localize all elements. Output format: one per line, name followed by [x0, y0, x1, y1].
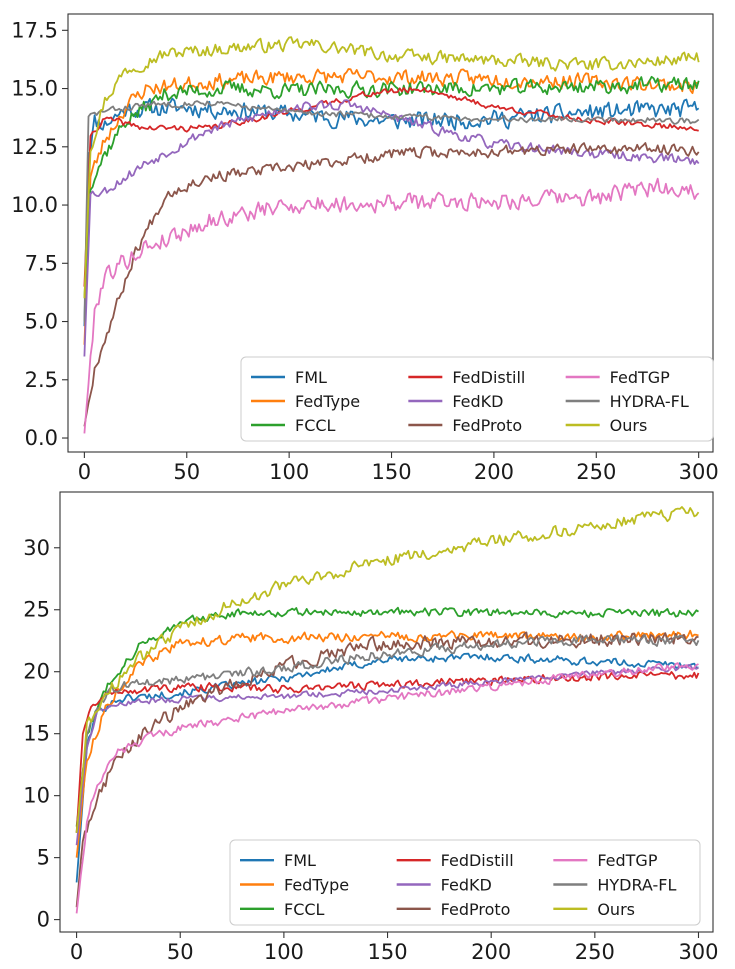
series-line-fedproto — [75, 631, 699, 908]
legend-item: FedDistill — [396, 851, 514, 870]
y-tick-label: 5.0 — [25, 310, 58, 334]
series-line-feddistill — [83, 87, 699, 287]
legend-label: FedKD — [441, 876, 492, 895]
legend-label: FedDistill — [452, 368, 525, 387]
legend-item: HYDRA-FL — [553, 876, 676, 895]
legend-label: FedProto — [441, 900, 511, 919]
y-tick-label: 7.5 — [25, 251, 58, 275]
legend-item: FedType — [240, 876, 349, 895]
x-tick-label: 250 — [575, 940, 615, 964]
y-tick-label: 10.0 — [11, 193, 58, 217]
y-tick-label: 17.5 — [11, 18, 58, 42]
legend-label: FedKD — [452, 392, 503, 411]
legend-item: Ours — [553, 900, 635, 919]
series-line-fedkd — [75, 664, 699, 846]
chart-1: 0 50 100 150 200 250 300 0.0 2.5 5.0 7.5 10.0 12.5 15… — [11, 13, 719, 484]
legend-label: FedType — [284, 876, 349, 895]
legend-item: FCCL — [240, 900, 325, 919]
series-line-ours — [83, 36, 700, 299]
legend-label: HYDRA-FL — [597, 876, 676, 895]
series-line-fedtgp — [83, 177, 700, 434]
legend: FML FedType FCCL FedDistill FedKD FedProto Fed… — [240, 356, 714, 442]
x-tick-label: 100 — [269, 460, 309, 484]
legend-label: FedDistill — [441, 851, 514, 870]
y-tick-label: 30 — [23, 536, 50, 560]
series-line-fml — [83, 97, 700, 327]
x-tick-label: 200 — [471, 940, 511, 964]
legend-label: FedTGP — [610, 368, 671, 387]
series-line-fedproto — [83, 142, 700, 427]
x-tick-label: 150 — [367, 940, 407, 964]
series-line-fedkd — [83, 99, 700, 357]
legend-label: FedProto — [452, 416, 522, 435]
y-tick-label: 20 — [23, 660, 50, 684]
legend-item: FedProto — [396, 900, 511, 919]
series-line-fccl — [83, 75, 700, 299]
series-group — [75, 506, 700, 914]
series-line-hydra-fl — [83, 100, 700, 322]
y-tick-label: 15 — [23, 722, 50, 746]
plot-frame — [59, 491, 714, 933]
x-tick-label: 200 — [474, 460, 514, 484]
series-line-fedtgp — [75, 662, 699, 914]
y-tick-label: 0.0 — [25, 426, 58, 450]
y-tick-label: 5 — [37, 846, 50, 870]
legend-label: FedType — [295, 392, 360, 411]
legend-item: FedTGP — [565, 368, 671, 387]
series-line-fml — [75, 652, 699, 883]
x-tick-label: 100 — [264, 940, 304, 964]
series-line-hydra-fl — [75, 634, 700, 833]
x-tick-label: 50 — [167, 940, 194, 964]
y-tick-label: 25 — [23, 598, 50, 622]
chart-2: 0 50 100 150 200 250 300 0 5 10 15 20 25 30 FML FedType… — [23, 491, 719, 964]
legend-item: HYDRA-FL — [565, 392, 689, 411]
legend-item: FedDistill — [408, 368, 525, 387]
legend-label: FedTGP — [597, 851, 658, 870]
y-tick-label: 10 — [23, 784, 50, 808]
legend-item: FedProto — [408, 416, 522, 435]
x-tick-label: 250 — [576, 460, 616, 484]
legend-label: FML — [284, 851, 316, 870]
series-line-fedtype — [75, 629, 699, 858]
legend-item: FML — [251, 368, 327, 387]
legend-label: HYDRA-FL — [610, 392, 689, 411]
legend-label: Ours — [597, 900, 635, 919]
legend-item: FedKD — [396, 876, 492, 895]
x-tick-label: 300 — [678, 940, 718, 964]
legend: FML FedType FCCL FedDistill FedKD FedProto Fed… — [229, 839, 701, 926]
x-tick-label: 0 — [78, 460, 91, 484]
legend-item: FedTGP — [553, 851, 658, 870]
y-tick-label: 12.5 — [11, 135, 58, 159]
legend-item: FML — [240, 851, 316, 870]
plot-frame — [67, 13, 714, 453]
series-group — [83, 36, 700, 434]
x-tick-label: 300 — [679, 460, 719, 484]
y-tick-label: 15.0 — [11, 77, 58, 101]
x-tick-label: 0 — [70, 940, 83, 964]
legend-label: Ours — [610, 416, 648, 435]
legend-item: FedType — [251, 392, 360, 411]
x-tick-label: 150 — [371, 460, 411, 484]
legend-label: FCCL — [284, 900, 325, 919]
y-tick-label: 2.5 — [25, 368, 58, 392]
x-tick-label: 50 — [173, 460, 200, 484]
legend-item: FedKD — [408, 392, 503, 411]
y-tick-label: 0 — [37, 908, 50, 932]
legend-item: Ours — [565, 416, 648, 435]
legend-label: FCCL — [295, 416, 336, 435]
series-line-ours — [75, 506, 700, 833]
legend-label: FML — [295, 368, 327, 387]
series-line-fccl — [75, 606, 699, 827]
legend-item: FCCL — [251, 416, 336, 435]
